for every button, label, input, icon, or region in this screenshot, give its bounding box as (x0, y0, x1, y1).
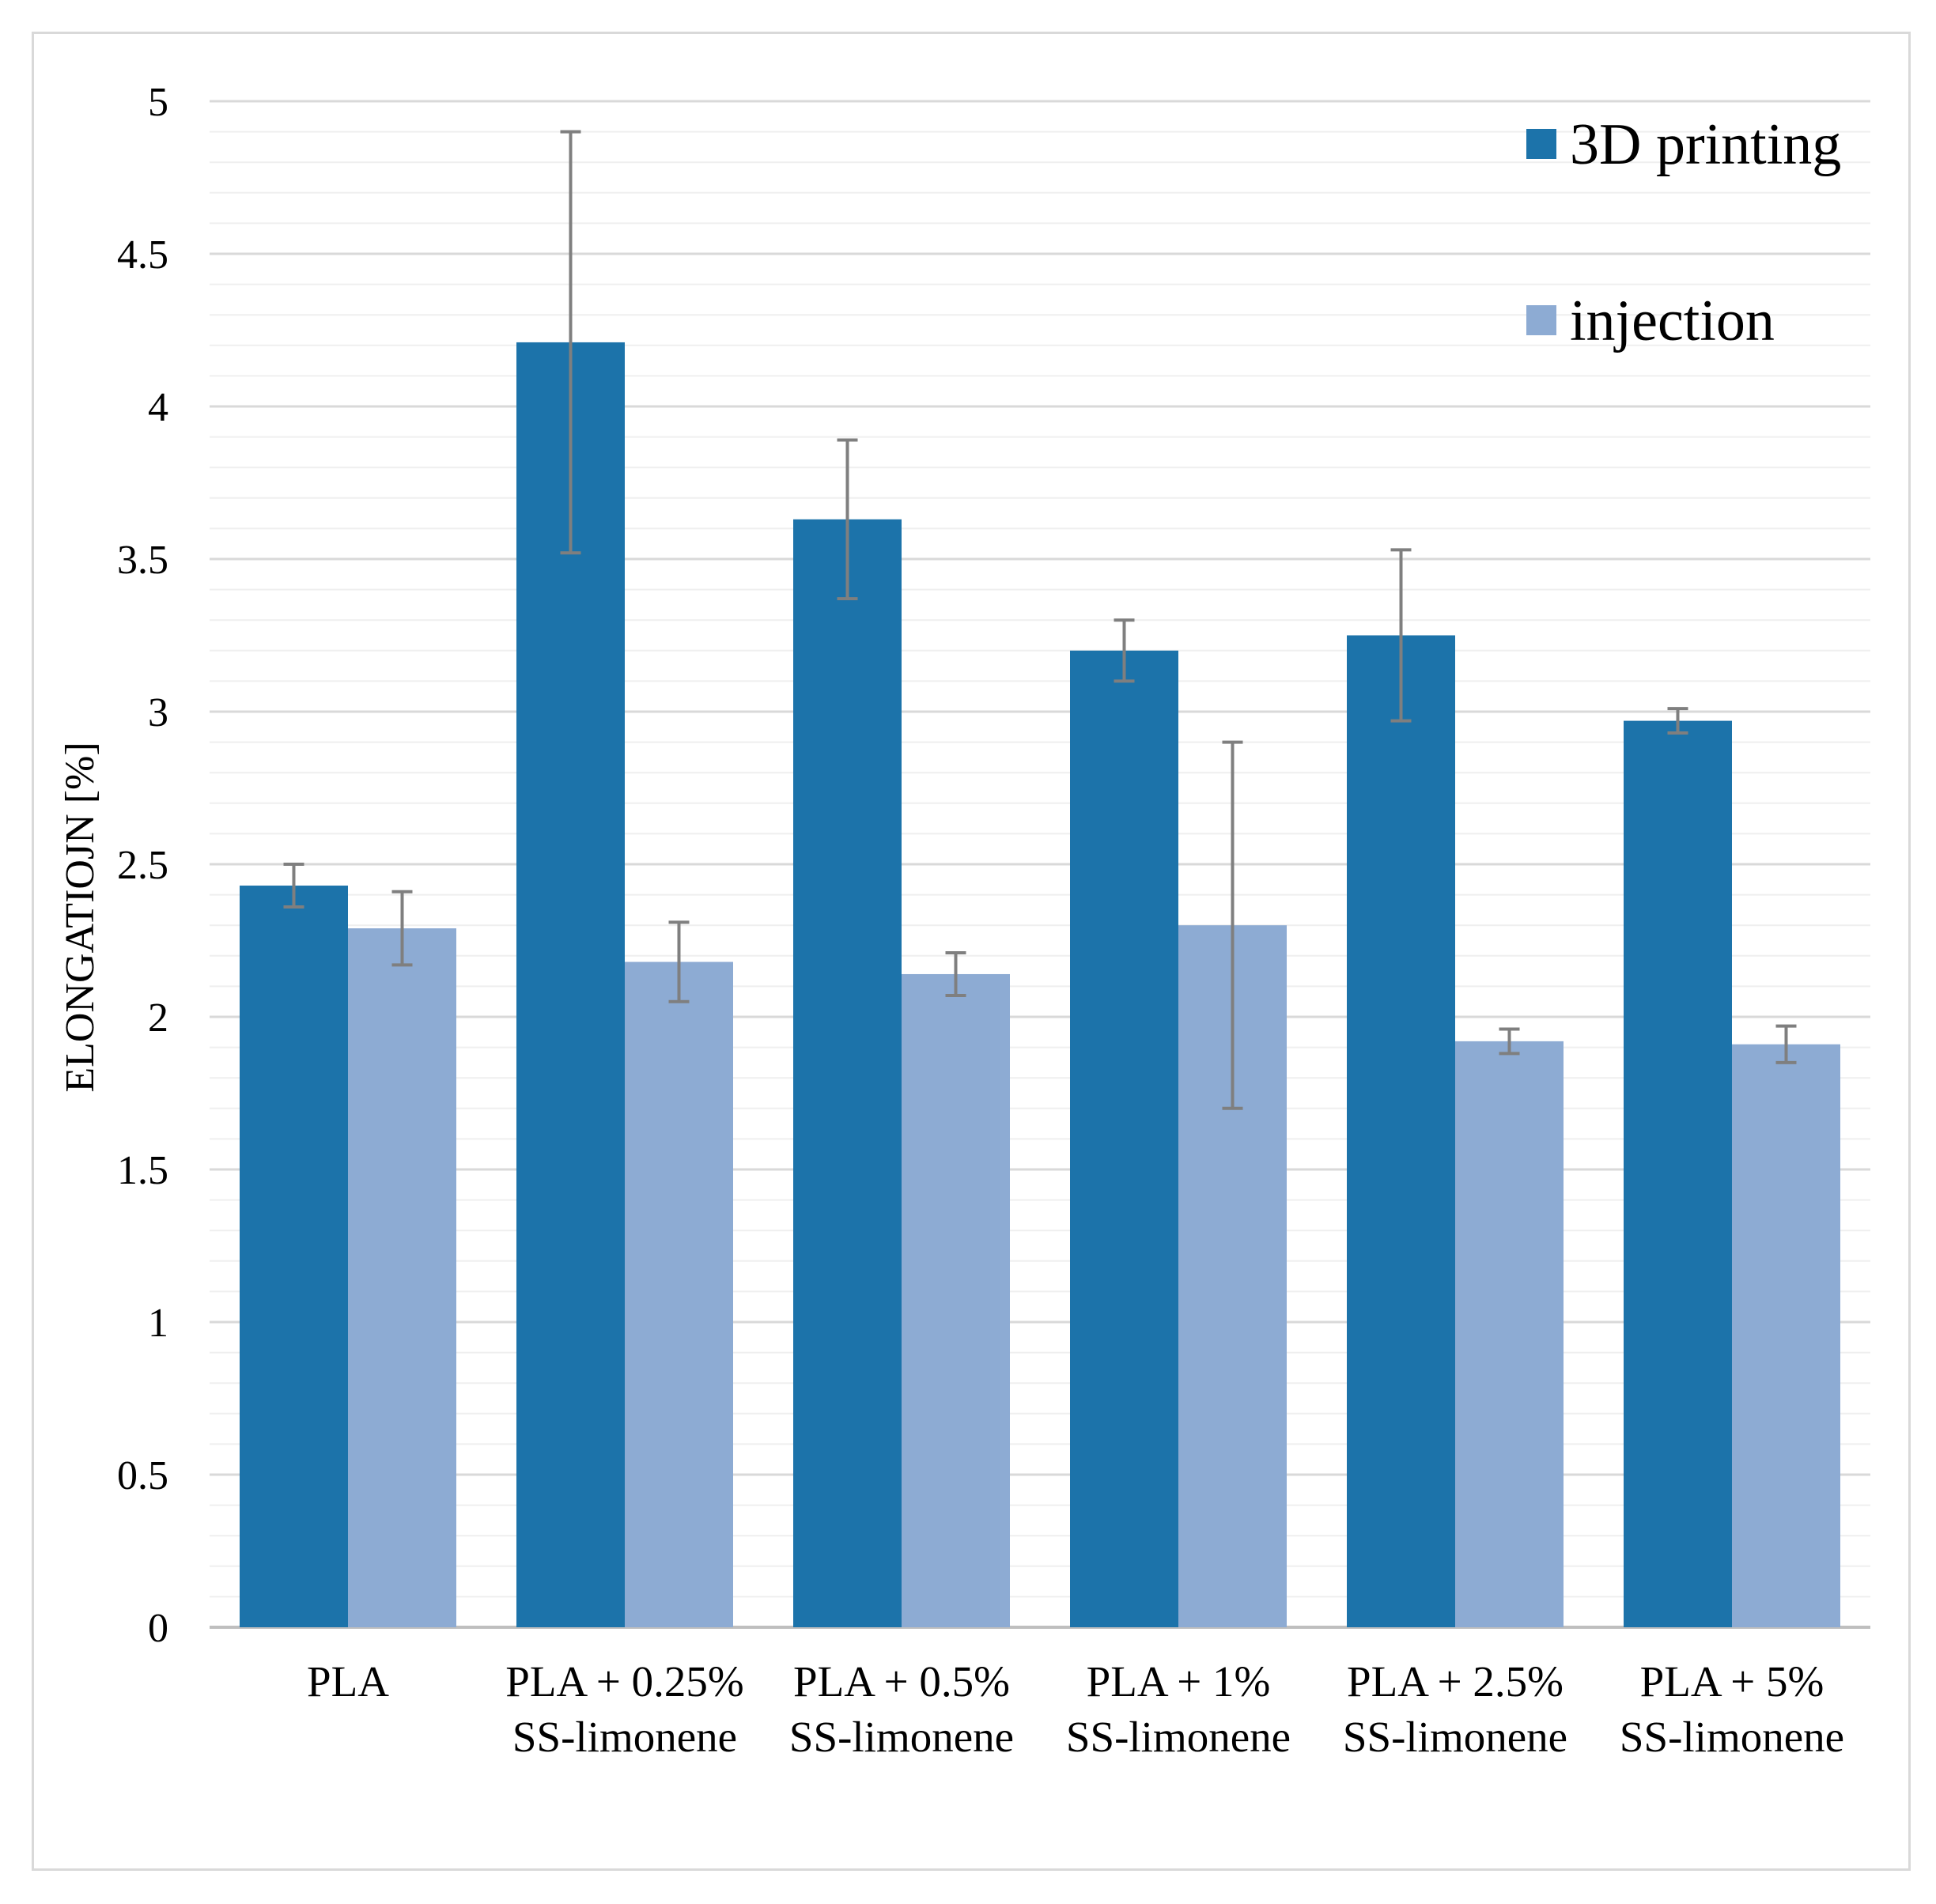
y-tick-label: 1.5 (117, 1148, 168, 1193)
bar-injection (625, 961, 733, 1627)
error-bar (945, 950, 966, 997)
category-label: PLA + 2.5% (1347, 1657, 1564, 1706)
category-label: SS-limonene (512, 1713, 737, 1761)
error-bar (837, 438, 858, 601)
x-axis-category-labels: PLA PLA + 0.25% SS-limonene PLA + 0.5% SS-li… (307, 1657, 1844, 1761)
error-bar (1222, 740, 1243, 1110)
y-tick-label: 2 (148, 995, 168, 1041)
y-tick-label: 0.5 (117, 1453, 168, 1498)
category-label: PLA (307, 1657, 389, 1706)
error-bar (668, 920, 690, 1003)
category-label: SS-limonene (789, 1713, 1014, 1761)
legend-label-3d-printing: 3D printing (1570, 112, 1841, 177)
bar-injection (902, 973, 1010, 1627)
bar-injection (1732, 1044, 1840, 1627)
bar-3d-printing (240, 886, 348, 1627)
error-bar (1499, 1027, 1520, 1056)
error-bar (391, 890, 413, 967)
y-tick-label: 3.5 (117, 538, 168, 583)
y-axis-tick-labels: 0 0.5 1 1.5 2 2.5 3 3.5 4 4.5 5 (117, 80, 168, 1651)
bar-3d-printing (793, 519, 902, 1627)
y-axis-title: ELONGATIOJN [%] (58, 742, 103, 1092)
bar-3d-printing (1070, 650, 1178, 1627)
bar-injection (348, 928, 456, 1627)
y-tick-label: 4.5 (117, 232, 168, 278)
bar-3d-printing (1347, 635, 1455, 1627)
category-label: PLA + 0.25% (505, 1657, 743, 1706)
legend: 3D printing injection (1526, 112, 1841, 353)
y-tick-label: 0 (148, 1606, 168, 1651)
category-label: SS-limonene (1066, 1713, 1291, 1761)
legend-swatch-injection (1526, 305, 1556, 335)
bars (240, 342, 1840, 1628)
y-tick-label: 2.5 (117, 843, 168, 888)
y-tick-label: 5 (148, 80, 168, 125)
bar-3d-printing (516, 342, 625, 1628)
y-tick-label: 1 (148, 1301, 168, 1346)
error-bar (1667, 707, 1688, 735)
error-bar (1114, 618, 1135, 683)
error-bar (1390, 548, 1412, 723)
error-bar (560, 130, 581, 555)
legend-swatch-3d-printing (1526, 129, 1556, 159)
bar-injection (1455, 1041, 1564, 1627)
error-bar (1775, 1024, 1797, 1064)
category-label: SS-limonene (1620, 1713, 1844, 1761)
category-label: PLA + 1% (1087, 1657, 1271, 1706)
error-bar (283, 863, 304, 909)
legend-label-injection: injection (1570, 289, 1775, 353)
category-label: PLA + 0.5% (793, 1657, 1010, 1706)
category-label: SS-limonene (1343, 1713, 1567, 1761)
error-bars (283, 130, 1797, 1110)
category-label: PLA + 5% (1640, 1657, 1824, 1706)
y-tick-label: 4 (148, 385, 168, 430)
gridlines (210, 100, 1870, 1629)
bar-3d-printing (1624, 720, 1732, 1627)
y-tick-label: 3 (148, 690, 168, 735)
